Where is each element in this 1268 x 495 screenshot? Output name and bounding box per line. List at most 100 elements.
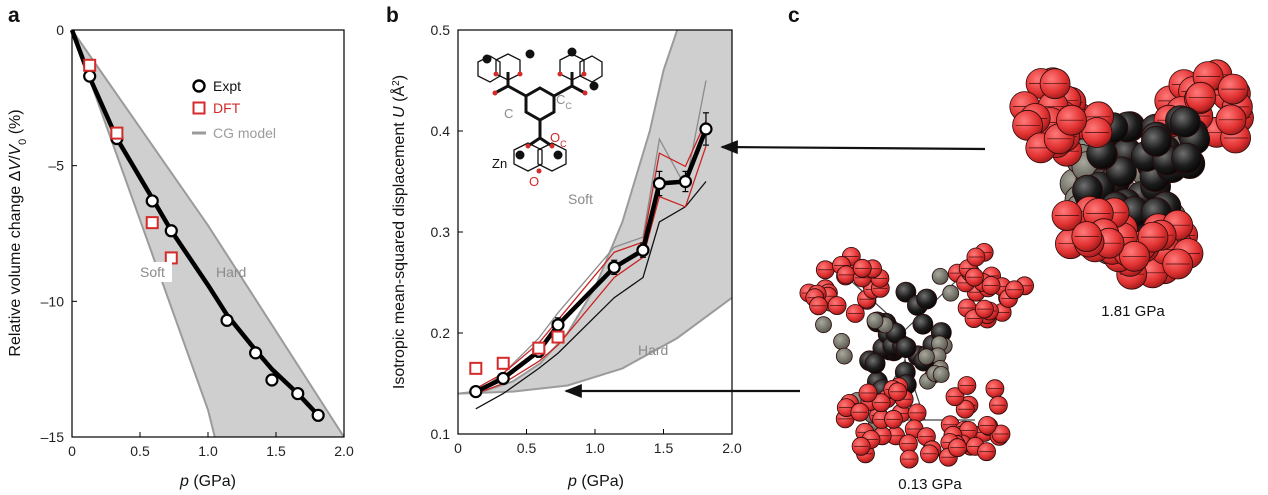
panel-b-chart: 0 0.5 1.0 1.5 2.0 0.1 0.2 0.3 0.4 0.5 Soft Hard (389, 22, 742, 490)
cg-band-area-b (458, 30, 732, 394)
carbon-atom (918, 348, 935, 366)
legend-dft-label: DFT (213, 100, 241, 116)
linker-structure-diagram: C CC OC Zn O (477, 47, 603, 189)
carbon-atom (833, 332, 850, 350)
panel-label-a: a (8, 4, 20, 27)
a-x-tick-label: 2.0 (334, 443, 354, 459)
cg-model-band-b (457, 29, 733, 395)
expt-point (311, 408, 325, 422)
annotation-soft: Soft (140, 264, 165, 280)
label-zn: Zn (492, 156, 507, 171)
b-y-tick-label: 0.2 (431, 325, 451, 341)
legend: Expt DFT CG model (192, 78, 276, 141)
model-red-upper-line (475, 120, 707, 390)
zinc-atom (1169, 106, 1201, 138)
expt-point (265, 373, 279, 387)
expt-point-b (636, 243, 650, 257)
b-y-tick-label: 0.5 (431, 22, 451, 38)
label-c: C (504, 106, 513, 121)
b-x-tick-label: 1.0 (585, 440, 605, 456)
a-x-tick-label: 1.5 (266, 443, 286, 459)
soft-label-bg-b (563, 188, 603, 210)
expt-point-b (469, 384, 483, 399)
expt-point (83, 69, 97, 83)
panel-label-c: c (788, 4, 800, 27)
cg-model-band (71, 29, 345, 438)
dft-point (145, 216, 159, 230)
cg-hard-edge (71, 29, 345, 438)
pressure-label-low: 0.13 GPa (898, 476, 962, 493)
carbon-atom (866, 312, 884, 330)
model-grey-line (475, 80, 707, 395)
y-axis-label-b: Isotropic mean-squared displacement U (Å… (389, 75, 408, 389)
a-y-tick-label: 0 (56, 22, 64, 38)
dft-point-b (551, 330, 565, 344)
annotation-soft-b: Soft (568, 191, 593, 207)
cg-soft-edge (71, 29, 216, 438)
a-x-tick-label: 0 (68, 443, 76, 459)
expt-point (145, 194, 159, 208)
dft-point (164, 251, 178, 265)
carbon-atom (835, 347, 853, 365)
soft-label-bg (136, 262, 172, 282)
annotation-hard: Hard (216, 264, 246, 280)
expt-point-b (496, 371, 510, 386)
x-axis-label-b: p (GPa) (567, 473, 624, 490)
a-y-tick-label: –15 (41, 429, 65, 445)
expt-point-b (652, 176, 666, 191)
expt-point (249, 346, 263, 360)
legend-expt-marker (192, 79, 206, 93)
zinc-atom (1171, 142, 1202, 174)
legend-dft-marker (192, 101, 206, 115)
dft-point-b (496, 356, 510, 370)
central-ring (524, 86, 556, 122)
expt-point-b (678, 174, 693, 189)
a-y-tick-label: –5 (48, 158, 64, 174)
panel-c-structures: 1.81 GPa 0.13 GPa (564, 59, 1254, 493)
dft-point-b (469, 361, 483, 375)
expt-point (291, 386, 305, 401)
b-y-tick-label: 0.3 (431, 224, 451, 240)
arrow-high-pressure (720, 140, 986, 155)
structure-0-13-gpa (799, 242, 1034, 469)
y-axis-label-a: Relative volume change ΔV/V0 (%) (7, 109, 29, 356)
zinc-atom (912, 313, 934, 335)
dft-point-b (532, 341, 546, 355)
label-cc: CC (556, 92, 572, 111)
b-x-tick-label: 0 (454, 440, 462, 456)
dft-point (83, 58, 97, 72)
model-black-thin-line (475, 181, 707, 410)
structure-1-81-gpa (1009, 59, 1254, 290)
b-y-tick-label: 0.1 (431, 426, 451, 442)
label-oc: OC (550, 130, 567, 149)
carbon-atom (931, 267, 949, 285)
zinc-atom (864, 353, 886, 374)
label-o: O (529, 174, 539, 189)
a-x-tick-label: 0.5 (130, 443, 150, 459)
carbon-atom (942, 284, 960, 302)
expt-point (220, 313, 234, 327)
x-axis-label-a: p (GPa) (179, 473, 236, 490)
zinc-atom (1141, 125, 1172, 157)
expt-point-b (699, 122, 713, 136)
model-red-lower-line (475, 145, 707, 395)
b-x-tick-label: 1.5 (654, 440, 674, 456)
a-y-tick-label: –10 (41, 293, 65, 309)
legend-cg-label: CG model (213, 125, 276, 141)
cg-soft-edge-b (457, 29, 679, 395)
cg-band-area (72, 30, 344, 437)
a-x-tick-label: 1.0 (198, 443, 218, 459)
zinc-atom (895, 281, 917, 303)
b-x-tick-label: 2.0 (722, 440, 742, 456)
annotation-hard-b: Hard (638, 342, 668, 358)
b-x-tick-label: 0.5 (517, 440, 537, 456)
expt-fit-line (69, 29, 320, 417)
dft-point (110, 126, 124, 140)
b-y-tick-label: 0.4 (431, 123, 451, 139)
zinc-atom (916, 288, 938, 310)
pressure-label-high: 1.81 GPa (1101, 303, 1165, 320)
expt-point-b (551, 318, 565, 332)
panel-a-chart: 0 0.5 1.0 1.5 2.0 0 –5 –10 –15 Expt DFT CG model… (7, 22, 354, 490)
zinc-atom (895, 337, 917, 359)
